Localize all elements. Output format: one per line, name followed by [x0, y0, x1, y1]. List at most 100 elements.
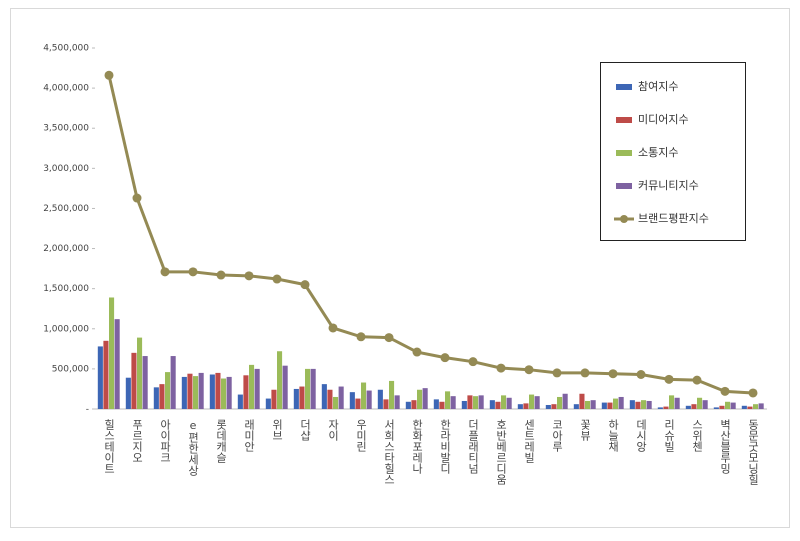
bar: [725, 401, 731, 409]
bar: [271, 389, 277, 409]
legend-swatch: [616, 117, 632, 123]
bar: [579, 393, 585, 409]
bar: [405, 401, 411, 409]
bar: [713, 407, 719, 409]
bar: [590, 400, 596, 409]
line-point: [188, 267, 198, 277]
bar: [321, 384, 327, 409]
line-point: [272, 274, 282, 284]
bar: [517, 404, 523, 409]
bar: [741, 405, 747, 409]
bar: [467, 395, 473, 409]
bar: [562, 393, 568, 409]
line-point: [104, 70, 114, 80]
bar: [663, 406, 669, 409]
bar: [193, 376, 199, 409]
bar: [613, 398, 619, 409]
bar: [422, 388, 428, 409]
bar: [103, 340, 109, 409]
bar: [489, 400, 495, 409]
x-tick-label: 더플래티넘: [467, 419, 480, 474]
x-tick-label: 코아루: [551, 419, 564, 453]
legend-label: 브랜드평판지수: [638, 212, 709, 225]
bar: [657, 407, 663, 409]
bar: [355, 398, 361, 409]
line-point: [608, 369, 618, 379]
bar: [97, 346, 103, 409]
line-point: [496, 363, 506, 373]
bar: [641, 400, 647, 409]
bar: [573, 404, 579, 409]
x-tick-label: 호반베르디움: [495, 419, 508, 485]
y-tick-label: 4,500,000: [43, 44, 89, 54]
bar: [473, 396, 479, 409]
bar: [254, 368, 260, 409]
x-tick-label: 래미안: [243, 419, 256, 452]
bar: [501, 395, 507, 409]
y-tick-label: 1,000,000: [43, 324, 89, 334]
bar: [153, 387, 159, 409]
bar: [170, 356, 176, 409]
bar: [137, 337, 143, 409]
line-point: [384, 333, 394, 343]
legend-swatch: [616, 150, 632, 156]
bar: [629, 400, 635, 409]
line-point: [356, 332, 366, 342]
bar: [529, 394, 535, 409]
line-point: [664, 374, 674, 384]
x-tick-label: 데시앙: [635, 419, 648, 452]
x-tick-label: 서희스타힐스: [383, 419, 396, 485]
x-tick-label: 하늘채: [607, 418, 620, 452]
bar: [534, 396, 540, 409]
bar: [338, 386, 344, 409]
bar: [226, 376, 232, 409]
bar: [305, 368, 311, 409]
bar: [669, 395, 675, 409]
bar: [293, 388, 299, 409]
line-point: [524, 365, 534, 375]
x-tick-label: 리슈빌: [663, 419, 676, 452]
y-tick-label: 2,500,000: [43, 204, 89, 214]
bar: [523, 403, 529, 409]
x-tick-label: 롯데캐슬: [215, 419, 228, 463]
line-point: [692, 375, 702, 385]
bar: [557, 396, 563, 409]
line-point: [552, 368, 562, 378]
bar: [685, 405, 691, 409]
bar: [394, 395, 400, 409]
bar: [237, 394, 243, 409]
bar: [209, 374, 215, 409]
y-tick-label: 2,000,000: [43, 244, 89, 254]
x-tick-label: 한화포레나: [411, 419, 424, 474]
bar: [165, 372, 171, 409]
bar: [243, 375, 249, 409]
bar: [697, 397, 703, 409]
legend-label: 참여지수: [638, 80, 678, 93]
bar: [377, 389, 383, 409]
x-tick-label: 동문굿모닝힐: [747, 419, 760, 485]
bar: [277, 351, 283, 409]
bar: [585, 400, 591, 409]
bar: [366, 390, 372, 409]
bar: [439, 401, 445, 409]
x-tick-label: 한라비발디: [439, 419, 452, 474]
line-point: [300, 280, 310, 290]
bar: [299, 386, 305, 409]
bar: [187, 373, 193, 409]
bar: [131, 352, 137, 409]
bar: [753, 404, 759, 409]
line-point: [244, 271, 254, 281]
bar: [181, 376, 187, 409]
bar: [461, 400, 467, 409]
bar: [601, 402, 607, 409]
x-tick-label: 스위첸: [691, 419, 704, 452]
bar: [221, 378, 227, 409]
legend-label: 미디어지수: [638, 113, 689, 126]
bar: [478, 395, 484, 409]
bar: [691, 404, 697, 409]
line: [107, 74, 754, 395]
bar: [730, 402, 736, 409]
bar: [215, 372, 221, 409]
x-tick-label: 힐스테이트: [103, 419, 116, 474]
